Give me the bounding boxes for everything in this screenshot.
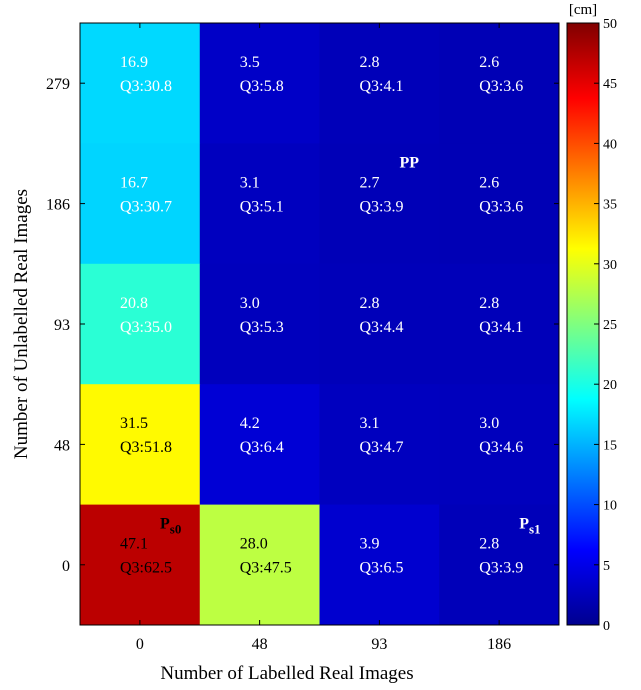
cell-value-label: 16.9 (120, 54, 148, 71)
cell-value-label: 2.7 (360, 174, 380, 191)
cell-q3-label: Q3:4.7 (360, 439, 404, 456)
cell-q3-label: Q3:30.8 (120, 78, 172, 95)
cell-value-label: 47.1 (120, 536, 148, 553)
cell-q3-label: Q3:35.0 (120, 319, 172, 336)
cell-value-label: 2.6 (479, 174, 499, 191)
cell-value-label: 16.7 (120, 174, 148, 191)
cell-q3-label: Q3:47.5 (240, 560, 292, 577)
cell-value-label: 2.8 (360, 54, 380, 71)
colorbar-tick-label: 10 (603, 499, 617, 514)
cell-q3-label: Q3:6.5 (360, 560, 404, 577)
heatmap-cell (199, 143, 320, 265)
cell-q3-label: Q3:51.8 (120, 439, 172, 456)
y-tick-label: 186 (46, 197, 70, 214)
cell-q3-label: Q3:3.9 (360, 198, 404, 215)
heatmap-cell (80, 504, 201, 626)
cell-value-label: 31.5 (120, 415, 148, 432)
cell-labels: 16.9 Q3:30.8 3.5 Q3:5.8 2.8 Q3:4.1 2.6 Q3:3.6 16… (120, 54, 523, 577)
y-tick-label: 0 (62, 558, 70, 575)
colorbar-tick-label: 30 (603, 258, 617, 273)
y-tick-label: 279 (46, 76, 70, 93)
region-annotation: Ps1 (519, 516, 540, 537)
heatmap-cell (439, 263, 560, 385)
cell-q3-label: Q3:3.6 (479, 198, 523, 215)
heatmap-cell (439, 143, 560, 265)
x-tick-label: 0 (136, 636, 144, 653)
cell-value-label: 3.5 (240, 54, 260, 71)
heatmap-cell (439, 384, 560, 506)
cell-q3-label: Q3:30.7 (120, 198, 172, 215)
heatmap-cell (80, 263, 201, 385)
colorbar-tick-label: 20 (603, 378, 617, 393)
cell-value-label: 3.1 (360, 415, 380, 432)
region-annotation: PP (400, 154, 420, 171)
colorbar-unit: [cm] (569, 2, 597, 18)
heatmap-cell (199, 384, 320, 506)
x-tick-label: 48 (252, 636, 268, 653)
cell-value-label: 2.8 (479, 536, 499, 553)
x-axis-title: Number of Labelled Real Images (160, 663, 413, 684)
x-tick-label: 93 (371, 636, 387, 653)
cell-value-label: 28.0 (240, 536, 268, 553)
heatmap-cell (199, 263, 320, 385)
colorbar-tick-label: 50 (603, 17, 617, 32)
heatmap-cell (80, 384, 201, 506)
cell-value-label: 3.1 (240, 174, 260, 191)
cell-value-label: 3.9 (360, 536, 380, 553)
cell-q3-label: Q3:5.8 (240, 78, 284, 95)
cell-value-label: 3.0 (479, 415, 499, 432)
x-tick-label: 186 (487, 636, 511, 653)
annotations: Ps0 PP Ps1 (160, 154, 541, 536)
heatmap-cell (80, 23, 201, 144)
heatmap-cells (80, 23, 560, 626)
cell-q3-label: Q3:4.1 (479, 319, 523, 336)
colorbar-tick-label: 0 (603, 619, 610, 634)
heatmap-cell (439, 504, 560, 626)
colorbar-tick-label: 40 (603, 137, 617, 152)
cell-q3-label: Q3:5.3 (240, 319, 284, 336)
cell-q3-label: Q3:3.6 (479, 78, 523, 95)
heatmap-cell (319, 384, 440, 506)
heatmap-cell (80, 143, 201, 265)
heatmap-cell (199, 23, 320, 144)
y-tick-label: 48 (54, 437, 70, 454)
heatmap-cell (319, 263, 440, 385)
cell-value-label: 2.6 (479, 54, 499, 71)
axes: 0 48 93 186 0 48 93 186 279 (46, 23, 559, 653)
cell-value-label: 2.8 (479, 295, 499, 312)
colorbar-tick-label: 15 (603, 438, 617, 453)
colorbar-tick-label: 5 (603, 559, 610, 574)
colorbar-tick-label: 45 (603, 77, 617, 92)
heatmap-cell (199, 504, 320, 626)
region-annotation: Ps0 (160, 516, 181, 537)
cell-value-label: 4.2 (240, 415, 260, 432)
cell-q3-label: Q3:4.1 (360, 78, 404, 95)
heatmap-cell (319, 504, 440, 626)
heatmap-cell (439, 23, 560, 144)
cell-q3-label: Q3:62.5 (120, 560, 172, 577)
heatmap-cell (319, 23, 440, 144)
cell-q3-label: Q3:6.4 (240, 439, 284, 456)
y-axis-title: Number of Unlabelled Real Images (11, 189, 32, 459)
cell-q3-label: Q3:4.4 (360, 319, 404, 336)
heatmap-cell (319, 143, 440, 265)
colorbar: [cm] 0 5 10 15 20 25 30 35 40 45 50 (566, 2, 617, 634)
cell-q3-label: Q3:3.9 (479, 560, 523, 577)
cell-q3-label: Q3:5.1 (240, 198, 284, 215)
cell-value-label: 20.8 (120, 295, 148, 312)
cell-q3-label: Q3:4.6 (479, 439, 523, 456)
colorbar-gradient (566, 22, 600, 626)
cell-value-label: 2.8 (360, 295, 380, 312)
colorbar-tick-label: 35 (603, 198, 617, 213)
colorbar-tick-label: 25 (603, 318, 617, 333)
cell-value-label: 3.0 (240, 295, 260, 312)
y-tick-label: 93 (54, 317, 70, 334)
